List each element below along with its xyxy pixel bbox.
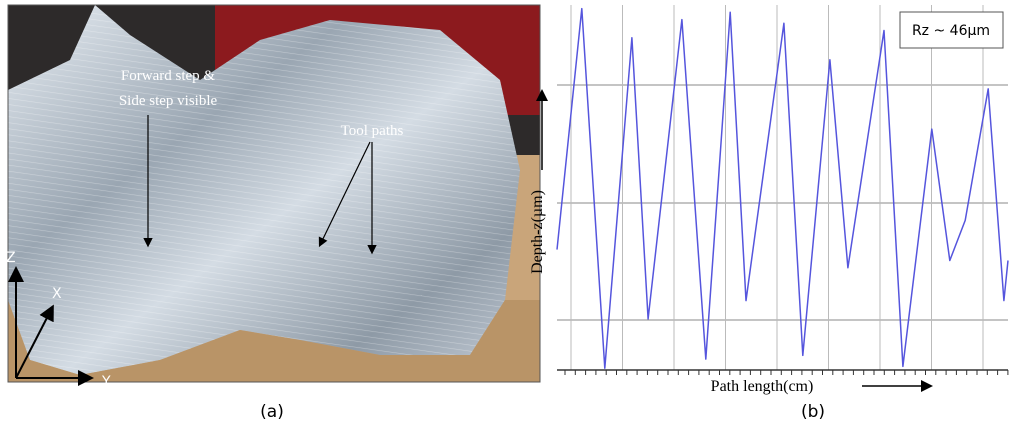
annotation: Forward step &	[121, 68, 215, 84]
annotation-box	[899, 11, 1004, 49]
y-axis-label: Depth-z(µm)	[529, 190, 546, 274]
caption: (a)	[260, 402, 284, 422]
profile-line	[556, 7, 1009, 369]
axis-label: Y	[101, 374, 111, 390]
plot-background	[557, 5, 1008, 378]
annotation: Tool paths	[341, 123, 404, 139]
axis-label: Z	[6, 250, 16, 266]
caption: (b)	[801, 402, 825, 422]
annotation: Side step visible	[119, 93, 218, 109]
annotation: Rz ~ 46µm	[912, 23, 990, 39]
axis-label: X	[52, 286, 62, 302]
plot-area	[556, 5, 1009, 378]
x-axis-label: Path length(cm)	[711, 378, 814, 395]
photo	[7, 4, 541, 386]
